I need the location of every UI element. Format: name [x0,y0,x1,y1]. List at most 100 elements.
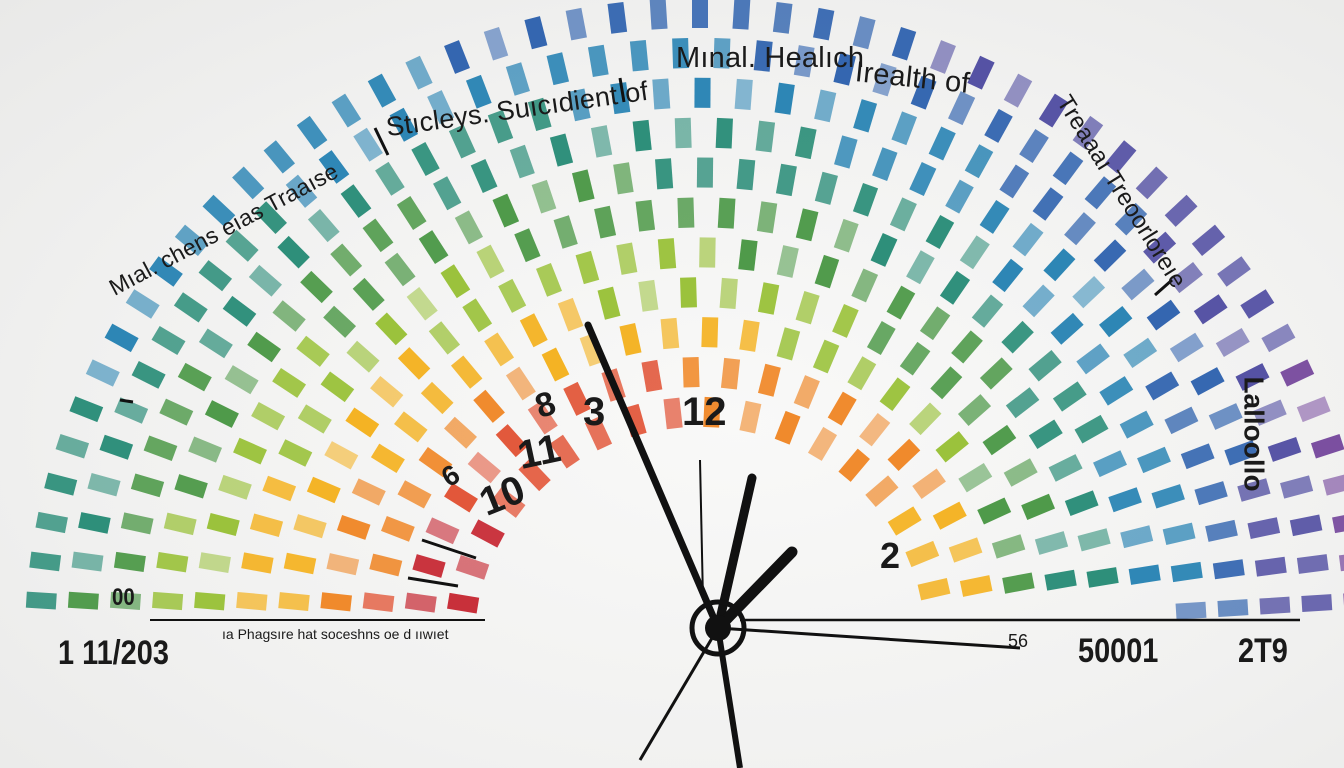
color-tile [1086,567,1119,588]
color-tile [774,82,795,115]
color-tile [1005,387,1040,419]
color-tile [346,340,380,373]
dial-number-7: 2 [880,535,901,576]
color-tile [156,551,189,573]
color-tile [715,117,733,149]
color-tile [1003,73,1033,108]
color-tile [297,404,332,434]
color-tile [891,111,918,146]
color-tile [131,360,166,389]
axis-far-right-number: 2T9 [1238,632,1288,670]
color-tile [1137,446,1171,474]
color-tile [467,451,501,484]
color-tile [307,209,340,243]
color-tile [518,458,551,492]
color-tile [979,199,1010,234]
color-tile [397,480,432,509]
color-tile [1028,349,1062,382]
color-tile [971,294,1004,328]
color-tile [300,270,333,304]
color-tile [565,7,587,41]
color-tile [738,239,758,271]
color-tile [1099,376,1134,406]
color-tile [984,108,1013,143]
color-tile [1048,454,1083,482]
color-tile [222,295,257,327]
color-tile [674,117,692,149]
color-tile [649,0,668,30]
side-right-text: Lalloollo [1238,376,1270,492]
color-tile [899,341,931,376]
color-tile [1114,202,1148,236]
color-tile [351,478,386,506]
color-tile [813,7,835,41]
color-tile [465,74,492,109]
color-tile [498,278,527,313]
color-tile [130,473,165,498]
color-tile [930,366,963,400]
color-tile [306,476,341,504]
color-tile [67,591,99,610]
color-tile [720,357,741,390]
color-tile [682,356,700,388]
color-tile [524,16,548,50]
color-tile [568,88,591,122]
color-tile [444,416,477,449]
color-tile [448,124,476,159]
color-tile [204,400,239,428]
color-tile [909,402,942,436]
color-tile [948,537,983,563]
color-tile [418,447,453,478]
color-tile [1077,528,1111,552]
color-tile [527,400,558,435]
color-tile [932,501,967,530]
color-tile [939,270,971,305]
color-tile [887,438,921,472]
color-tile [549,133,574,167]
color-tile [635,199,656,232]
color-tile [1267,436,1302,462]
color-tile [1064,490,1099,516]
color-tile [1254,556,1287,577]
color-tile [1052,381,1087,412]
color-tile [262,475,297,502]
color-tile [587,44,609,78]
color-tile [336,514,371,540]
color-tile [1143,231,1177,264]
color-tile [930,40,956,74]
color-tile [527,97,552,132]
color-tile [1044,569,1077,591]
color-tile [375,161,405,196]
color-tile [1003,458,1038,487]
color-tile [775,163,797,197]
color-tile [198,552,231,573]
color-tile [657,238,677,270]
color-tile [1074,414,1109,444]
color-tile [1164,406,1199,435]
color-tile [794,126,817,160]
color-tile [607,2,628,34]
color-tile [870,232,898,267]
color-tile [194,591,226,611]
color-tile [597,286,621,320]
color-tile [99,434,134,460]
color-tile [174,474,208,499]
color-tile [719,277,738,309]
color-tile [655,158,674,190]
color-tile [594,205,617,239]
color-tile [919,306,951,341]
color-tile [470,519,505,548]
color-tile [1224,440,1259,466]
color-tile [109,591,142,610]
color-tile [425,517,460,545]
color-tile [78,512,111,534]
color-tile [638,279,659,312]
color-tile [427,90,455,125]
color-tile [125,289,160,319]
color-tile [833,52,856,86]
color-tile [541,347,570,382]
color-tile [906,250,935,285]
color-tile [505,366,536,401]
color-tile [318,150,350,184]
